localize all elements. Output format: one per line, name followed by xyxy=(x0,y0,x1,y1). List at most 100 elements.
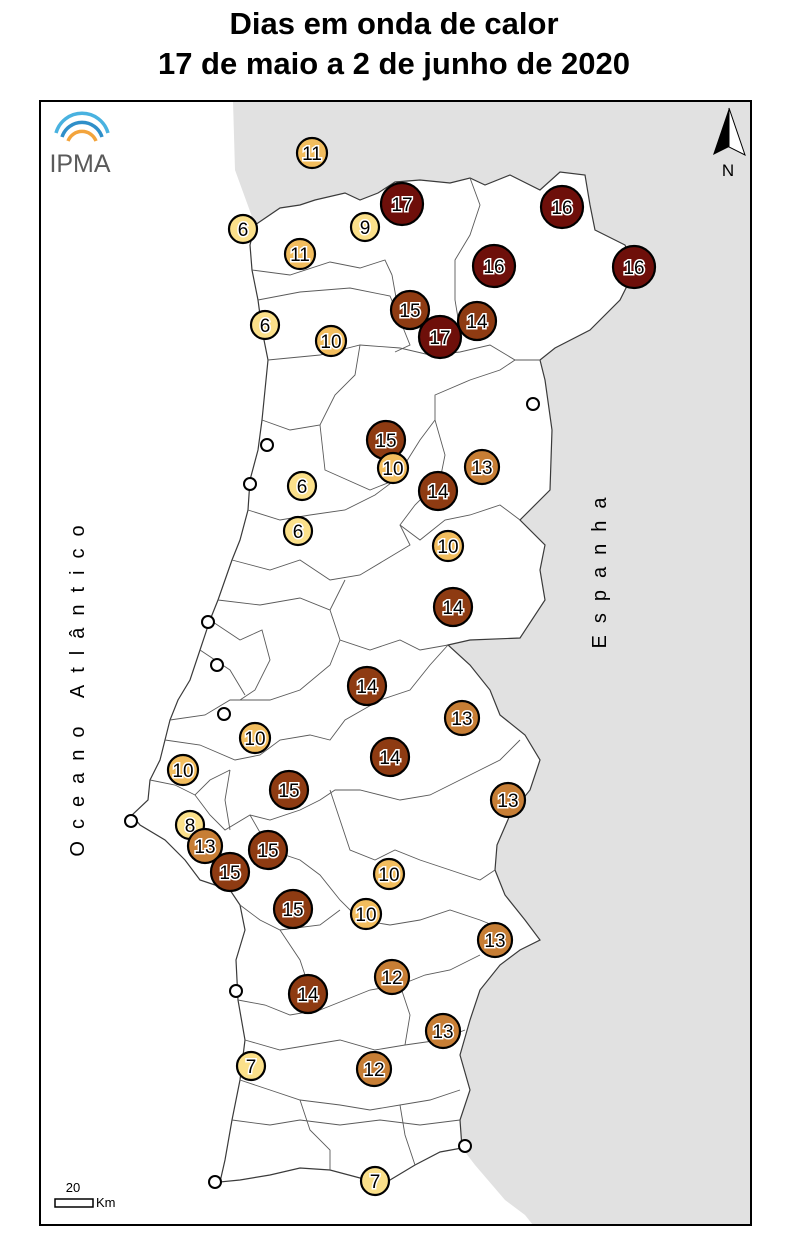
station-markers: 11 17 16 6 9 11 16 16 15 14 6 17 10 15 10 13 6 14 6 10 14 14 1… xyxy=(124,136,657,1197)
station-circle xyxy=(249,309,281,341)
station-circle xyxy=(417,314,463,360)
logo-arc-middle-icon xyxy=(60,120,104,138)
station-marker xyxy=(208,1175,222,1189)
logo-arc-inner-icon xyxy=(66,129,98,142)
station-circle xyxy=(227,213,259,245)
station-days-label: 15 xyxy=(257,841,278,862)
station-marker: 7 xyxy=(235,1050,267,1082)
station-marker: 12 xyxy=(355,1050,393,1088)
station-circle xyxy=(424,1012,462,1050)
station-marker: 15 xyxy=(365,419,407,461)
station-days-label: 14 xyxy=(466,312,488,333)
station-marker: 14 xyxy=(346,665,388,707)
scale-bar-box xyxy=(54,1198,94,1208)
station-circle xyxy=(539,184,585,230)
station-marker: 14 xyxy=(369,736,411,778)
station-days-label: 13 xyxy=(497,791,518,812)
station-circle xyxy=(369,736,411,778)
station-circle xyxy=(314,324,348,358)
station-days-label: 13 xyxy=(451,709,472,730)
station-circle xyxy=(287,973,329,1015)
station-days-label: 7 xyxy=(370,1172,381,1193)
station-circle xyxy=(431,529,465,563)
station-marker: 10 xyxy=(376,451,410,485)
station-marker: 6 xyxy=(286,470,318,502)
station-days-label: 13 xyxy=(194,837,215,858)
station-circle xyxy=(456,300,498,342)
station-circle xyxy=(372,857,406,891)
station-marker xyxy=(229,984,243,998)
station-marker: 12 xyxy=(373,958,411,996)
station-marker: 13 xyxy=(463,448,501,486)
station-marker: 16 xyxy=(539,184,585,230)
station-marker: 10 xyxy=(238,721,272,755)
station-circle xyxy=(443,699,481,737)
station-marker: 13 xyxy=(476,921,514,959)
station-days-label: 16 xyxy=(623,258,644,279)
station-circle xyxy=(417,470,459,512)
scale-unit: Km xyxy=(96,1195,116,1210)
station-marker: 16 xyxy=(471,243,517,289)
station-circle xyxy=(349,897,383,931)
station-marker xyxy=(458,1139,472,1153)
map-subtitle: 17 de maio a 2 de junho de 2020 xyxy=(157,46,631,81)
station-circle xyxy=(359,1165,391,1197)
station-circle xyxy=(208,1175,222,1189)
station-marker xyxy=(243,477,257,491)
station-days-label: 10 xyxy=(172,761,193,782)
station-days-label: 17 xyxy=(429,328,450,349)
station-days-label: 15 xyxy=(282,900,303,921)
logo-arc-outer-icon xyxy=(54,111,110,134)
station-marker xyxy=(201,615,215,629)
station-days-label: 15 xyxy=(219,863,240,884)
station-circle xyxy=(124,814,138,828)
station-days-label: 13 xyxy=(484,931,505,952)
station-circle xyxy=(201,615,215,629)
logo-text: IPMA xyxy=(49,150,110,178)
station-days-label: 16 xyxy=(483,257,504,278)
station-circle xyxy=(166,753,200,787)
station-days-label: 6 xyxy=(293,522,304,543)
station-circle xyxy=(346,665,388,707)
station-circle xyxy=(286,470,318,502)
station-circle xyxy=(272,888,314,930)
station-circle xyxy=(355,1050,393,1088)
station-circle xyxy=(268,769,310,811)
station-marker: 7 xyxy=(359,1165,391,1197)
station-days-label: 14 xyxy=(297,985,319,1006)
station-marker: 11 xyxy=(283,237,317,271)
station-days-label: 11 xyxy=(290,245,310,266)
station-circle xyxy=(186,827,224,865)
station-marker: 15 xyxy=(247,829,289,871)
station-days-label: 12 xyxy=(381,968,402,989)
station-marker: 6 xyxy=(227,213,259,245)
station-circle xyxy=(489,781,527,819)
station-circle xyxy=(611,244,657,290)
station-days-label: 15 xyxy=(278,781,299,802)
station-circle xyxy=(209,851,251,893)
station-marker: 15 xyxy=(272,888,314,930)
station-days-label: 16 xyxy=(551,198,572,219)
station-circle xyxy=(260,438,274,452)
station-circle xyxy=(458,1139,472,1153)
station-marker: 17 xyxy=(417,314,463,360)
station-days-label: 14 xyxy=(442,598,464,619)
station-marker: 10 xyxy=(431,529,465,563)
station-marker: 11 xyxy=(295,136,329,170)
station-days-label: 10 xyxy=(382,459,403,480)
station-marker: 15 xyxy=(268,769,310,811)
ocean-label: Oceano Atlântico xyxy=(67,513,89,856)
station-marker: 10 xyxy=(349,897,383,931)
station-marker: 9 xyxy=(349,211,381,243)
station-days-label: 14 xyxy=(356,677,378,698)
station-marker: 10 xyxy=(314,324,348,358)
station-circle xyxy=(471,243,517,289)
station-marker: 15 xyxy=(209,851,251,893)
station-marker: 14 xyxy=(432,586,474,628)
station-marker xyxy=(124,814,138,828)
station-days-label: 6 xyxy=(260,316,271,337)
spain-label: Espanha xyxy=(589,486,611,649)
station-marker: 10 xyxy=(166,753,200,787)
north-label: N xyxy=(722,161,734,180)
